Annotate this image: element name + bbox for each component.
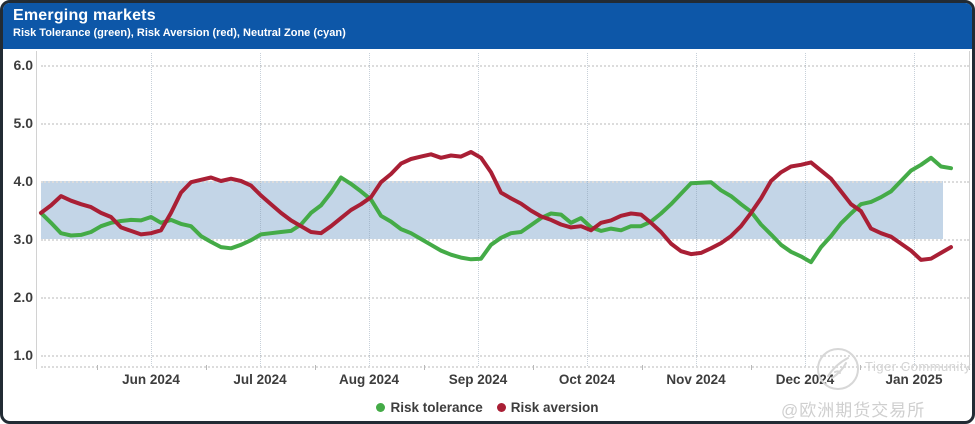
x-axis-tick [532, 365, 534, 370]
y-axis-label: 3.0 [13, 231, 33, 247]
neutral-zone-band [41, 181, 943, 239]
vertical-gridline [151, 53, 152, 366]
y-axis-label: 6.0 [13, 57, 33, 73]
tiger-community-logo-icon [817, 348, 859, 390]
horizontal-gridline [41, 355, 969, 357]
chart-subtitle: Risk Tolerance (green), Risk Aversion (r… [13, 27, 346, 39]
horizontal-gridline [41, 65, 969, 67]
vertical-gridline [696, 53, 697, 366]
y-axis-label: 5.0 [13, 115, 33, 131]
legend-item-risk-tolerance: Risk tolerance [376, 400, 483, 415]
y-axis-label: 1.0 [13, 347, 33, 363]
x-axis-label: Oct 2024 [558, 372, 616, 387]
vertical-gridline [587, 53, 588, 366]
x-axis-tick [314, 365, 316, 370]
x-axis-label: Jun 2024 [122, 372, 180, 387]
eurex-watermark-handle: @欧洲期货交易所Eurex [781, 401, 926, 420]
vertical-gridline [914, 53, 915, 366]
legend: Risk tolerance Risk aversion [3, 400, 972, 415]
vertical-gridline [805, 53, 806, 366]
x-axis-tick [423, 365, 425, 370]
x-axis-tick [859, 365, 861, 370]
x-axis-label: Jan 2025 [885, 372, 943, 387]
y-axis-line [36, 51, 37, 369]
legend-label: Risk tolerance [390, 400, 483, 415]
chart-title: Emerging markets [13, 7, 156, 24]
legend-marker-icon [376, 403, 386, 412]
legend-item-risk-aversion: Risk aversion [496, 400, 599, 415]
horizontal-gridline [41, 239, 969, 241]
x-axis-tick [750, 365, 752, 370]
horizontal-gridline [41, 297, 969, 299]
x-axis-label: Nov 2024 [666, 372, 726, 387]
x-axis-label: Jul 2024 [233, 372, 287, 387]
x-axis-tick [96, 365, 98, 370]
x-axis-line [41, 366, 969, 368]
chart-header: Emerging markets Risk Tolerance (green),… [3, 3, 972, 49]
vertical-gridline [478, 53, 479, 366]
legend-label: Risk aversion [510, 400, 599, 415]
horizontal-gridline [41, 181, 969, 183]
x-axis-label: Aug 2024 [338, 372, 400, 387]
tiger-community-watermark: Tiger Community [865, 359, 971, 374]
x-axis-tick [641, 365, 643, 370]
vertical-gridline [369, 53, 370, 366]
legend-marker-icon [496, 403, 506, 412]
x-axis-tick [205, 365, 207, 370]
y-axis-label: 2.0 [13, 289, 33, 305]
x-axis-label: Sep 2024 [448, 372, 508, 387]
horizontal-gridline [41, 123, 969, 125]
y-axis-label: 4.0 [13, 173, 33, 189]
plot-right-border [969, 51, 970, 369]
vertical-gridline [260, 53, 261, 366]
